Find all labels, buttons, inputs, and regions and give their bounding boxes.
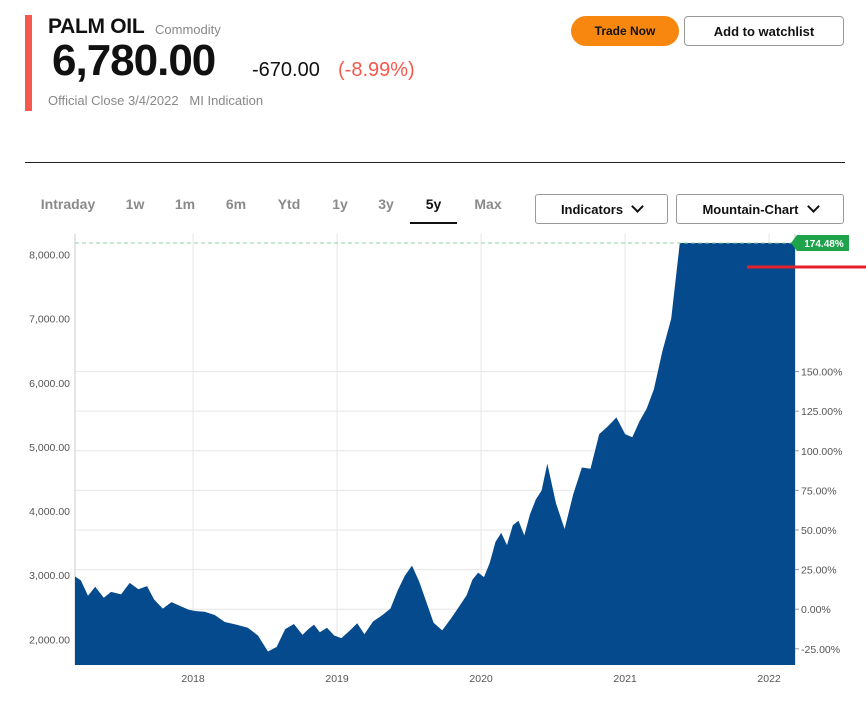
badge-shape xyxy=(791,234,849,251)
left-price-axis: 8,000.00 7,000.00 6,000.00 5,000.00 4,000.00… xyxy=(29,250,70,647)
x-axis-tick-label: 2020 xyxy=(469,673,493,685)
add-to-watchlist-button[interactable]: Add to watchlist xyxy=(684,16,844,46)
left-axis-tick-label: 8,000.00 xyxy=(29,250,70,262)
chevron-down-icon xyxy=(631,200,644,213)
right-axis-tick-label: 75.00% xyxy=(801,485,837,497)
commodity-title: PALM OIL xyxy=(48,15,145,38)
tab-5y[interactable]: 5y xyxy=(410,188,457,224)
right-percent-axis: 150.00% 125.00% 100.00% 75.00% 50.00% 25.00% 0… xyxy=(795,367,842,656)
tab-1y[interactable]: 1y xyxy=(332,196,348,212)
tab-intraday[interactable]: Intraday xyxy=(40,196,96,212)
badge-label: 174.48% xyxy=(804,239,844,250)
right-axis-tick-label: 100.00% xyxy=(801,446,842,458)
official-close-date: Official Close 3/4/2022 xyxy=(48,93,179,108)
time-axis: 2018 2019 2020 2021 2022 xyxy=(181,673,781,685)
left-axis-tick-label: 4,000.00 xyxy=(29,506,70,518)
right-axis-tick-label: 50.00% xyxy=(801,525,837,537)
price-change-percent: (-8.99%) xyxy=(338,59,415,81)
right-axis-tick-label: 25.00% xyxy=(801,565,837,577)
right-axis-tick-label: 0.00% xyxy=(801,604,831,616)
tab-3y[interactable]: 3y xyxy=(378,196,394,212)
chart-type-dropdown[interactable]: Mountain-Chart xyxy=(676,194,844,224)
x-axis-tick-label: 2019 xyxy=(325,673,349,685)
tab-max[interactable]: Max xyxy=(474,196,502,212)
right-axis-tick-label: -25.00% xyxy=(801,644,840,656)
x-axis-tick-label: 2021 xyxy=(613,673,637,685)
left-axis-tick-label: 7,000.00 xyxy=(29,314,70,326)
tab-1w[interactable]: 1w xyxy=(125,196,145,212)
price-source: MI Indication xyxy=(189,93,264,108)
chevron-down-icon xyxy=(806,200,820,213)
x-axis-tick-label: 2018 xyxy=(181,673,205,685)
left-axis-tick-label: 2,000.00 xyxy=(29,634,70,646)
chart-type-label: Mountain-Chart xyxy=(702,201,799,217)
trade-now-button[interactable]: Trade Now xyxy=(571,16,679,46)
right-axis-tick-label: 150.00% xyxy=(801,367,842,379)
accent-bar xyxy=(25,15,32,111)
price-area-series xyxy=(75,243,795,665)
tab-6m[interactable]: 6m xyxy=(225,196,247,212)
percent-change-badge: 174.48% xyxy=(791,234,849,251)
price-change: -670.00 xyxy=(252,59,320,81)
indicators-label: Indicators xyxy=(560,201,624,217)
x-axis-tick-label: 2022 xyxy=(757,673,781,685)
left-axis-tick-label: 3,000.00 xyxy=(29,570,70,582)
price-value: 6,780.00 xyxy=(52,36,216,85)
tab-1m[interactable]: 1m xyxy=(174,196,196,212)
header-divider xyxy=(25,162,845,163)
indicators-dropdown[interactable]: Indicators xyxy=(535,194,668,224)
official-close-info: Official Close 3/4/2022 MI Indication xyxy=(48,93,263,108)
asset-type-label: Commodity xyxy=(155,22,221,37)
tab-ytd[interactable]: Ytd xyxy=(277,196,301,212)
right-axis-tick-label: 125.00% xyxy=(801,406,842,418)
left-axis-tick-label: 5,000.00 xyxy=(29,442,70,454)
left-axis-tick-label: 6,000.00 xyxy=(29,378,70,390)
price-chart[interactable]: 8,000.00 7,000.00 6,000.00 5,000.00 4,000.00… xyxy=(0,228,866,698)
